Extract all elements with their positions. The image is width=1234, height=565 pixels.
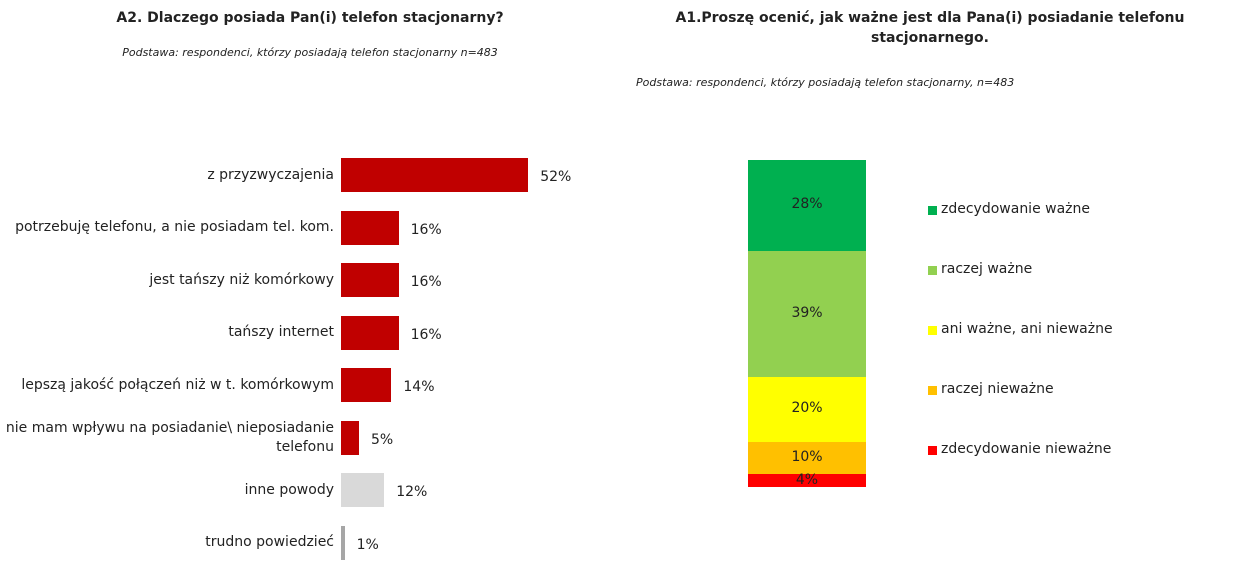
category-label: jest tańszy niż komórkowy [149, 271, 334, 288]
legend-swatch [928, 206, 937, 215]
legend-label: zdecydowanie ważne [941, 201, 1091, 217]
value-label: 14% [403, 379, 435, 395]
bar [341, 158, 529, 192]
chart-title: A1.Proszę ocenić, jak ważne jest dla Pan… [675, 10, 1185, 46]
segment-label: 20% [791, 400, 823, 417]
segment-label: 39% [791, 304, 823, 321]
category-label: tańszy internet [228, 324, 334, 340]
legend-swatch [928, 326, 937, 335]
category-label: trudno powiedzieć [205, 534, 334, 550]
legend-label: ani ważne, ani nieważne [941, 321, 1113, 337]
segment-label: 10% [791, 449, 823, 466]
value-label: 12% [396, 484, 428, 500]
bar [341, 263, 399, 297]
legend-swatch [928, 446, 937, 455]
bar [341, 210, 399, 245]
bar [341, 368, 392, 402]
value-label: 16% [410, 326, 442, 343]
value-label: 1% [356, 536, 379, 553]
bar-segment [748, 377, 866, 442]
legend-swatch [928, 266, 937, 275]
category-label: z przyzwyczajenia [207, 166, 334, 183]
category-label: nie mam wpływu na posiadanie\ nieposiada… [5, 419, 334, 455]
chart-subtitle: Podstawa: respondenci, którzy posiadają … [636, 76, 1015, 89]
bar [341, 420, 359, 455]
bar-segment [748, 474, 866, 488]
category-label: inne powody [244, 481, 334, 498]
legend-swatch [928, 386, 937, 395]
value-label: 16% [410, 221, 442, 238]
bar [341, 473, 385, 507]
segment-label: 28% [791, 196, 823, 213]
legend-label: zdecydowanie nieważne [941, 441, 1112, 457]
bar-segment [748, 250, 866, 378]
chart-subtitle: Podstawa: respondenci, którzy posiadają … [122, 46, 498, 59]
value-label: 16% [410, 274, 442, 290]
bar [341, 315, 399, 350]
bar-segment [748, 160, 866, 251]
chart-title: A2. Dlaczego posiada Pan(i) telefon stac… [116, 10, 504, 26]
category-label: potrzebuję telefonu, a nie posiadam tel.… [15, 219, 334, 235]
value-label: 5% [371, 431, 394, 448]
bar [341, 525, 345, 560]
bar-segment [748, 441, 866, 475]
value-label: 52% [540, 169, 572, 185]
legend-label: raczej nieważne [941, 381, 1054, 397]
category-label: lepszą jakość połączeń niż w t. komórkow… [21, 376, 334, 393]
legend-label: raczej ważne [941, 261, 1033, 277]
segment-label: 4% [795, 471, 819, 488]
